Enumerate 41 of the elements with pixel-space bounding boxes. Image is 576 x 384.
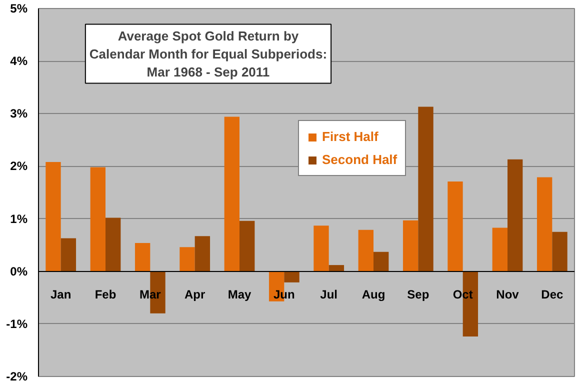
x-tick-label: Feb (94, 287, 116, 302)
legend-label: First Half (322, 129, 378, 144)
bar (536, 177, 552, 272)
x-tick-label: Aug (362, 287, 386, 302)
bar (508, 159, 523, 272)
bar (240, 220, 255, 272)
bar (60, 238, 76, 272)
legend-label: Second Half (322, 152, 398, 167)
bar (194, 236, 210, 272)
bar (46, 162, 61, 272)
y-tick-label: 0% (10, 264, 28, 278)
bar (314, 226, 329, 272)
bar (284, 271, 300, 282)
y-tick-label: -1% (6, 316, 28, 331)
bar (224, 116, 240, 272)
x-tick-label: Jul (320, 287, 338, 302)
y-tick-label: 4% (10, 54, 28, 68)
bar (180, 247, 195, 272)
y-tick-label: 5% (10, 2, 28, 16)
x-tick-label: Sep (407, 287, 430, 302)
y-tick-label: 1% (10, 212, 28, 226)
y-tick-label: 2% (10, 159, 28, 174)
bar (448, 181, 463, 272)
x-tick-label: Apr (184, 287, 206, 302)
y-tick-label: 3% (10, 106, 28, 121)
bar (492, 228, 508, 272)
y-tick-label: -2% (6, 370, 28, 384)
x-tick-label: Dec (541, 287, 564, 302)
bar (402, 220, 418, 272)
bar (90, 167, 106, 272)
bar (358, 230, 374, 272)
bar (418, 106, 434, 272)
bar (134, 242, 150, 272)
bar (106, 218, 121, 272)
bar (552, 232, 568, 272)
x-tick-label: May (228, 287, 252, 302)
text: Average Spot Gold Return by Calendar Month for Equal Subperiods: Mar 1968 - Sep 2011 (89, 28, 328, 80)
x-tick-label: Nov (496, 287, 520, 302)
x-tick-label: Jan (50, 287, 72, 302)
bar (374, 252, 389, 272)
bar (328, 265, 344, 272)
